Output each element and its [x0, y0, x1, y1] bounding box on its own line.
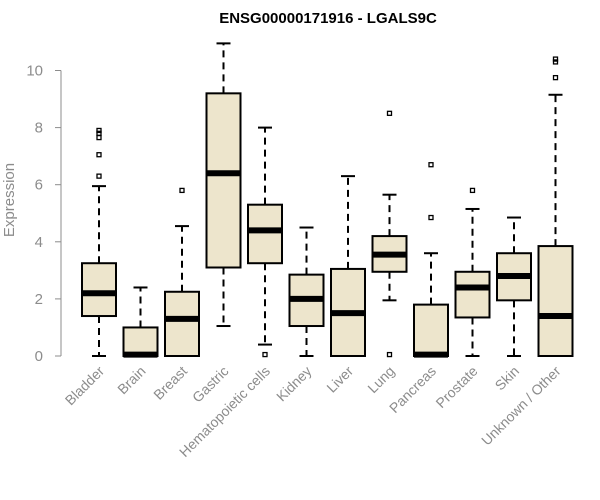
box-iqr [81, 262, 117, 318]
outlier-point [96, 127, 102, 134]
box-bladder [81, 127, 117, 357]
box-iqr [537, 245, 574, 358]
box-lung [371, 110, 408, 358]
outlier-point [96, 130, 102, 136]
outlier-point [428, 214, 434, 221]
box-iqr [413, 303, 449, 357]
x-tick-label: Skin [492, 363, 523, 394]
outlier-point [179, 187, 185, 194]
x-tick-label: Brain [114, 363, 148, 397]
box-breast [164, 187, 200, 358]
outlier-point [262, 351, 268, 358]
box-iqr [122, 326, 159, 358]
x-tick-label: Liver [323, 363, 356, 396]
box-iqr [164, 290, 200, 358]
box-iqr [247, 203, 283, 265]
outlier-point [96, 173, 102, 179]
box-unknown-other [537, 56, 574, 358]
x-tick-label: Breast [150, 363, 190, 403]
box-hematopoietic-cells [247, 126, 283, 358]
box-prostate [454, 187, 491, 357]
box-liver [330, 175, 366, 357]
outlier-point [96, 152, 102, 158]
box-skin [496, 216, 532, 357]
y-tick-label: 8 [35, 120, 43, 137]
box-iqr [205, 92, 242, 269]
y-axis-label: Expression [1, 163, 18, 237]
x-tick-label: Bladder [62, 363, 108, 409]
outlier-point [469, 187, 476, 194]
box-iqr [454, 270, 491, 319]
y-axis: 0 2 4 6 8 10 [26, 63, 62, 365]
y-tick-label: 2 [35, 291, 43, 308]
box-brain [122, 286, 159, 358]
chart-title: ENSG00000171916 - LGALS9C [219, 10, 437, 27]
x-tick-label: Unknown / Other [478, 363, 564, 449]
outlier-point [96, 134, 102, 141]
outlier-point [552, 74, 559, 81]
outlier-point [386, 351, 393, 358]
y-tick-label: 6 [35, 177, 43, 194]
x-tick-label: Kidney [273, 363, 315, 405]
box-pancreas [413, 162, 449, 358]
box-kidney [288, 226, 325, 357]
boxes [81, 42, 574, 358]
y-tick-label: 10 [26, 63, 43, 80]
outlier-point [428, 162, 434, 168]
outlier-point [386, 110, 393, 116]
outlier-point [552, 56, 559, 62]
x-tick-label: Prostate [432, 363, 480, 411]
y-tick-label: 0 [35, 348, 43, 365]
box-gastric [205, 42, 242, 328]
outlier-point [552, 59, 559, 65]
y-tick-label: 4 [35, 234, 43, 251]
x-tick-label: Lung [364, 363, 397, 396]
